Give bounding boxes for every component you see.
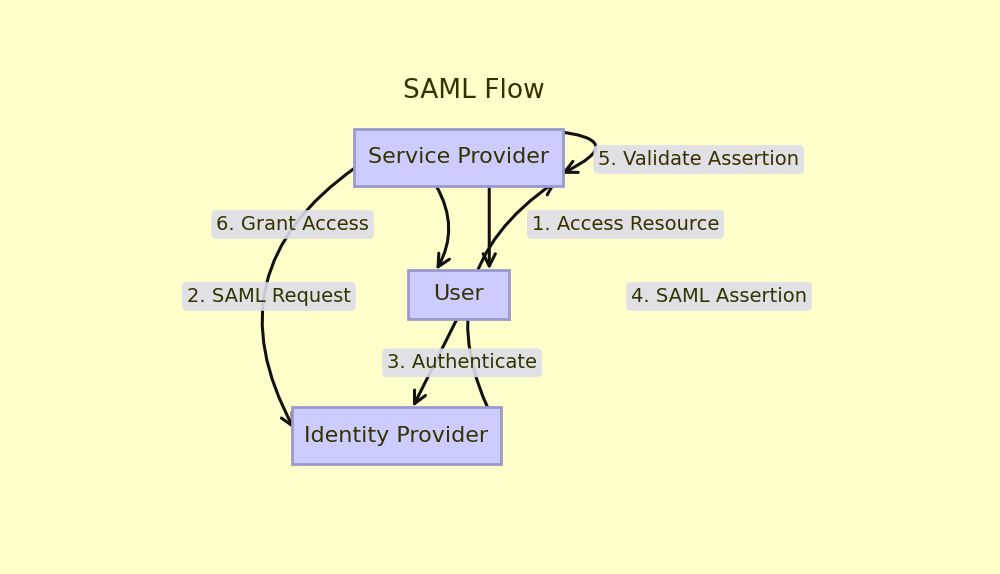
Text: 3. Authenticate: 3. Authenticate — [387, 353, 537, 373]
Text: 5. Validate Assertion: 5. Validate Assertion — [598, 150, 799, 169]
Text: 2. SAML Request: 2. SAML Request — [187, 287, 351, 306]
FancyBboxPatch shape — [292, 407, 501, 464]
FancyArrowPatch shape — [483, 187, 495, 266]
FancyArrowPatch shape — [436, 186, 449, 267]
FancyBboxPatch shape — [354, 129, 563, 186]
FancyBboxPatch shape — [408, 270, 509, 319]
FancyArrowPatch shape — [262, 168, 355, 426]
FancyArrowPatch shape — [415, 319, 457, 404]
Text: SAML Flow: SAML Flow — [403, 78, 545, 104]
Text: 6. Grant Access: 6. Grant Access — [216, 215, 369, 234]
Text: 1. Access Resource: 1. Access Resource — [532, 215, 719, 234]
Text: Identity Provider: Identity Provider — [304, 426, 488, 446]
FancyArrowPatch shape — [554, 131, 596, 172]
Text: User: User — [433, 284, 484, 304]
Text: Service Provider: Service Provider — [368, 148, 549, 167]
Text: 4. SAML Assertion: 4. SAML Assertion — [631, 287, 807, 306]
FancyArrowPatch shape — [468, 183, 554, 424]
